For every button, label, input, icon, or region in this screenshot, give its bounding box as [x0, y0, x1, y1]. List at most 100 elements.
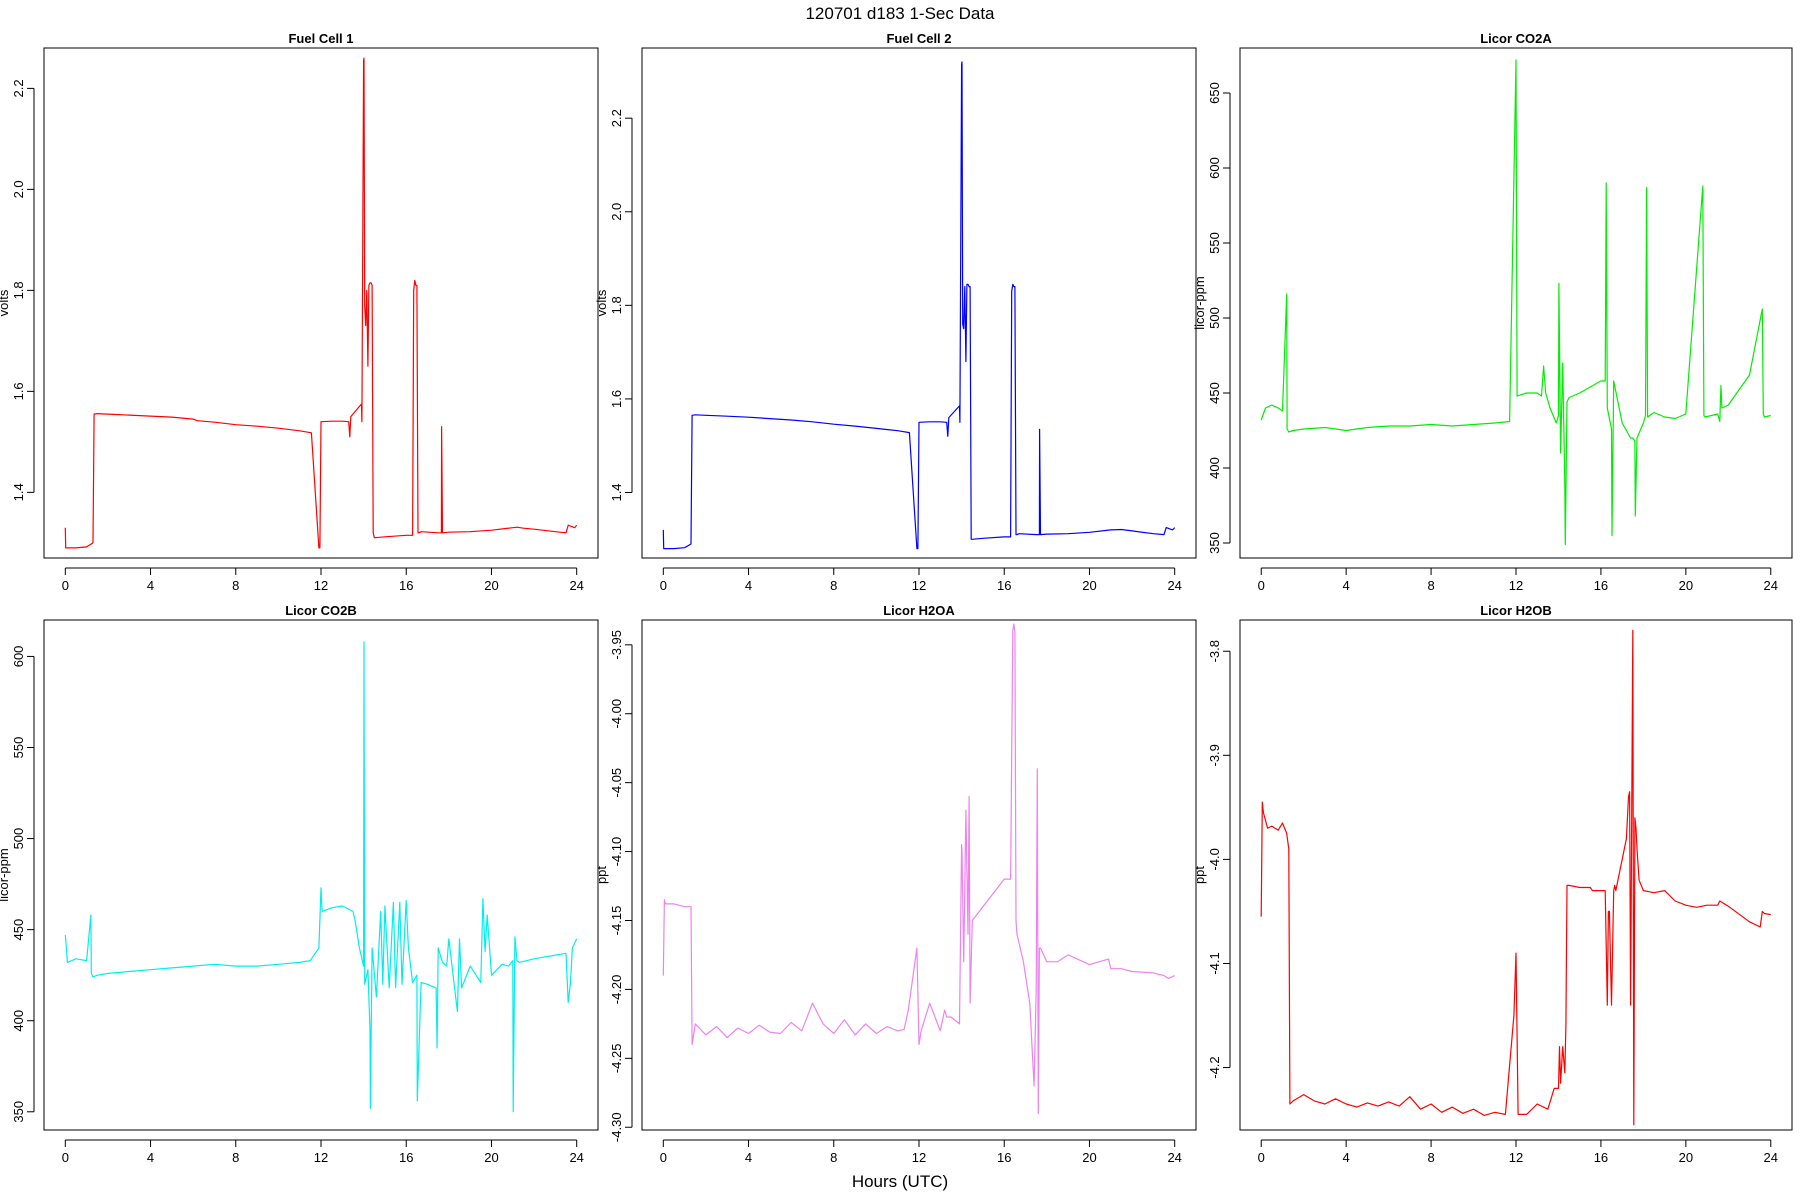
y-axis-label: licor-ppm	[0, 848, 11, 901]
y-tick-label: 1.4	[609, 483, 624, 501]
y-axis-label: ppt	[594, 866, 609, 884]
chart-panel-6: Licor H2OB 0 4 8 12 16 20 24 -4.2 -4.1 -4.0 -3.9 -3.…	[1192, 603, 1793, 1165]
x-tick-label: 0	[1258, 578, 1265, 593]
x-tick-label: 20	[484, 578, 498, 593]
x-tick-label: 24	[1167, 578, 1181, 593]
x-tick-label: 20	[1679, 1150, 1693, 1165]
plot-frame	[43, 47, 599, 559]
x-tick-label: 12	[912, 578, 926, 593]
y-tick-label: -4.0	[1207, 848, 1222, 870]
x-tick-label: 0	[62, 578, 69, 593]
panel-title: Fuel Cell 2	[886, 31, 951, 46]
plot-frame	[1239, 619, 1793, 1131]
y-tick-label: -4.15	[609, 906, 624, 936]
y-tick-label: -3.8	[1207, 640, 1222, 662]
panel-title: Licor CO2A	[1480, 31, 1552, 46]
y-tick-label: 1.8	[11, 281, 26, 299]
x-tick-label: 8	[830, 1150, 837, 1165]
y-tick-label: 2.2	[11, 79, 26, 97]
y-tick-label: 400	[1207, 457, 1222, 479]
x-tick-label: 0	[660, 1150, 667, 1165]
x-tick-label: 4	[745, 1150, 752, 1165]
y-tick-label: -4.05	[609, 768, 624, 798]
plot-frame	[1239, 47, 1793, 559]
plot-frame	[641, 619, 1197, 1131]
x-tick-label: 8	[830, 578, 837, 593]
series-line-1	[1260, 59, 1771, 546]
y-tick-label: 1.4	[11, 483, 26, 501]
y-tick-label: 600	[1207, 157, 1222, 179]
figure-xlabel: Hours (UTC)	[851, 1172, 949, 1191]
chart-panel-2: Fuel Cell 2 0 4 8 12 16 20 24 1.4 1.6 1.8 2.0 2.2 vol…	[594, 31, 1197, 593]
x-tick-label: 24	[1764, 1150, 1778, 1165]
x-tick-label: 24	[569, 1150, 583, 1165]
y-tick-label: 400	[11, 1010, 26, 1032]
x-tick-label: 20	[484, 1150, 498, 1165]
x-tick-label: 4	[1343, 1150, 1350, 1165]
x-tick-label: 24	[1764, 578, 1778, 593]
chart-panel-3: Licor CO2A 0 4 8 12 16 20 24 350 400 450 500 550 600 6…	[1192, 31, 1793, 593]
series-line-1	[1260, 629, 1771, 1126]
chart-panel-1: Fuel Cell 1 0 4 8 12 16 20 24 1.4 1.6 1.8 2.0 2.2 vol…	[0, 31, 599, 593]
y-tick-label: 2.0	[609, 203, 624, 221]
y-tick-label: 500	[11, 828, 26, 850]
panel-title: Licor CO2B	[285, 603, 357, 618]
x-tick-label: 4	[745, 578, 752, 593]
y-tick-label: 550	[1207, 232, 1222, 254]
series-line-1	[662, 61, 1176, 550]
x-tick-label: 12	[314, 578, 328, 593]
y-tick-label: 1.6	[609, 390, 624, 408]
y-tick-label: 450	[11, 919, 26, 941]
x-tick-label: 0	[660, 578, 667, 593]
y-tick-label: 350	[1207, 532, 1222, 554]
x-tick-label: 20	[1679, 578, 1693, 593]
x-tick-label: 20	[1082, 1150, 1096, 1165]
y-tick-label: 450	[1207, 382, 1222, 404]
panel-title: Fuel Cell 1	[288, 31, 353, 46]
y-tick-label: 2.0	[11, 180, 26, 198]
y-tick-label: -4.10	[609, 837, 624, 867]
x-tick-label: 8	[232, 1150, 239, 1165]
y-tick-label: -4.25	[609, 1044, 624, 1074]
x-tick-label: 20	[1082, 578, 1096, 593]
y-tick-label: -4.00	[609, 699, 624, 729]
panel-title: Licor H2OB	[1480, 603, 1552, 618]
x-tick-label: 16	[1594, 578, 1608, 593]
series-line-1	[64, 641, 578, 1113]
y-tick-label: -4.30	[609, 1112, 624, 1142]
y-tick-label: -4.20	[609, 975, 624, 1005]
x-tick-label: 8	[1427, 1150, 1434, 1165]
x-tick-label: 16	[1594, 1150, 1608, 1165]
y-tick-label: 1.6	[11, 382, 26, 400]
y-tick-label: -4.2	[1207, 1056, 1222, 1078]
y-tick-label: 1.8	[609, 296, 624, 314]
x-tick-label: 4	[1343, 578, 1350, 593]
x-tick-label: 12	[314, 1150, 328, 1165]
plot-frame	[43, 619, 599, 1131]
y-axis-label: licor-ppm	[1192, 276, 1207, 329]
y-tick-label: 650	[1207, 82, 1222, 104]
x-tick-label: 0	[62, 1150, 69, 1165]
y-tick-label: 2.2	[609, 109, 624, 127]
x-tick-label: 16	[399, 578, 413, 593]
x-tick-label: 0	[1258, 1150, 1265, 1165]
x-tick-label: 16	[997, 1150, 1011, 1165]
y-tick-label: 350	[11, 1101, 26, 1123]
y-tick-label: -4.1	[1207, 952, 1222, 974]
panel-title: Licor H2OA	[883, 603, 955, 618]
x-tick-label: 16	[997, 578, 1011, 593]
y-axis-label: volts	[0, 289, 11, 316]
y-tick-label: 550	[11, 737, 26, 759]
y-tick-label: -3.9	[1207, 744, 1222, 766]
y-tick-label: 500	[1207, 307, 1222, 329]
plot-frame	[641, 47, 1197, 559]
series-line-1	[64, 57, 578, 549]
x-tick-label: 24	[1167, 1150, 1181, 1165]
x-tick-label: 24	[569, 578, 583, 593]
x-tick-label: 16	[399, 1150, 413, 1165]
chart-panel-5: Licor H2OA 0 4 8 12 16 20 24 -4.30 -4.25 -4.20 -4.1…	[594, 603, 1197, 1165]
figure-title: 120701 d183 1-Sec Data	[805, 4, 995, 23]
series-line-1	[662, 623, 1175, 1115]
